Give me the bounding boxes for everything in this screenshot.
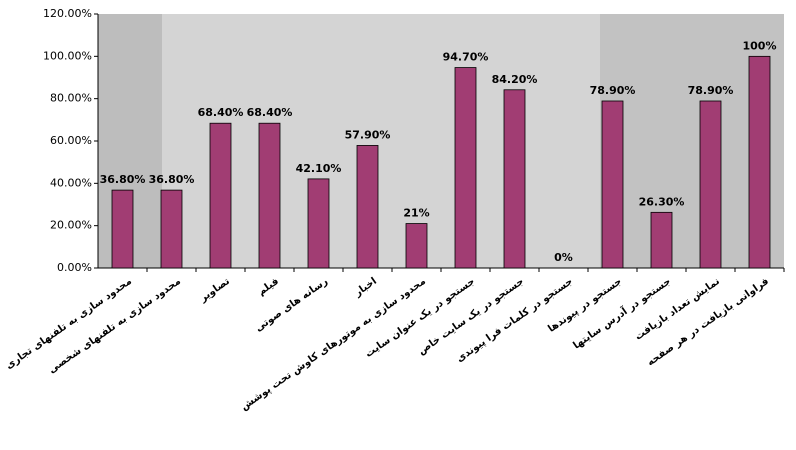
bar [406, 224, 427, 268]
y-tick-label: 120.00% [43, 7, 92, 20]
bar [112, 190, 133, 268]
bar [259, 123, 280, 268]
value-label: 57.90% [345, 128, 391, 141]
bar [504, 90, 525, 268]
value-label: 84.20% [492, 73, 538, 86]
bar [308, 179, 329, 268]
value-label: 78.90% [688, 84, 734, 97]
value-label: 94.70% [443, 51, 489, 64]
value-label: 36.80% [100, 173, 146, 186]
bar [749, 56, 770, 268]
bar [455, 68, 476, 268]
bar [651, 212, 672, 268]
value-label: 68.40% [247, 106, 293, 119]
y-tick-label: 20.00% [50, 219, 92, 232]
x-tick-label: نمایش تعداد بازیافت [633, 276, 722, 343]
y-tick-label: 0.00% [57, 261, 92, 274]
x-tick-label: تصاویر [197, 276, 232, 305]
value-label: 78.90% [590, 84, 636, 97]
page: 0.00% 20.00% 40.00% 60.00% 80.00% 100.00% 120.… [0, 0, 796, 450]
bar [357, 145, 378, 268]
value-label: 68.40% [198, 106, 244, 119]
x-tick-label: محدود سازی به موتورهای کاوش تحت پوشش [239, 276, 428, 413]
bar [210, 123, 231, 268]
bar [161, 190, 182, 268]
x-tick-label: فیلم [256, 276, 281, 298]
value-label: 36.80% [149, 173, 195, 186]
value-label: 26.30% [639, 195, 685, 208]
y-tick-label: 60.00% [50, 134, 92, 147]
value-label: 100% [743, 39, 777, 52]
y-tick-label: 40.00% [50, 176, 92, 189]
bar [700, 101, 721, 268]
value-label: 0% [554, 251, 573, 264]
value-label: 21% [403, 207, 429, 220]
y-tick-label: 100.00% [43, 49, 92, 62]
y-tick-label: 80.00% [50, 92, 92, 105]
chart: 0.00% 20.00% 40.00% 60.00% 80.00% 100.00% 120.… [0, 0, 796, 450]
value-label: 42.10% [296, 162, 342, 175]
x-tick-label: اخبار [352, 276, 379, 299]
bar [602, 101, 623, 268]
